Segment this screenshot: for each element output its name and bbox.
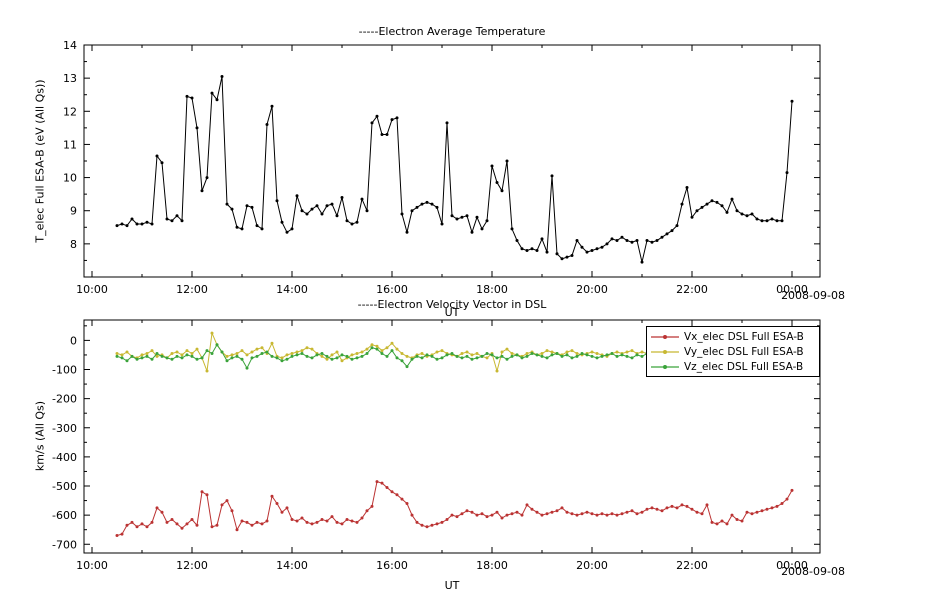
velocity-y-tick-label: -600: [52, 509, 77, 522]
temperature-y-tick-label: 8: [70, 238, 77, 251]
t-elec-markers: [115, 75, 794, 264]
velocity-y-tick-label: -100: [52, 364, 77, 377]
vx-line-sample-icon: [651, 334, 679, 339]
temperature-y-tick-label: 12: [63, 105, 77, 118]
velocity-y-axis-label: km/s (All Qs): [33, 400, 47, 472]
velocity-date-label: 2008-09-08: [781, 565, 845, 578]
temperature-panel: 10:00 12:00 14:00 16:00 18:00 20:00 22:00 00:00…: [63, 39, 821, 296]
temperature-x-tick-label: 12:00: [176, 283, 208, 296]
temperature-y-axis-label: T_elec Full ESA-B (eV (All Qs)): [33, 79, 47, 243]
velocity-legend: Vx_elec DSL Full ESA-B Vy_elec DSL Full …: [646, 326, 820, 377]
velocity-x-axis-label: UT: [444, 579, 460, 592]
velocity-panel: 10:00 12:00 14:00 16:00 18:00 20:00 22:00 00:00…: [52, 319, 821, 572]
temperature-y-tick-label: 9: [70, 205, 77, 218]
temperature-y-tick-label: 11: [63, 138, 77, 151]
temperature-x-tick-label: 22:00: [676, 283, 708, 296]
velocity-plot-box: [83, 319, 821, 554]
vx-elec-markers: [115, 480, 794, 537]
legend-item-vy: Vy_elec DSL Full ESA-B: [650, 344, 816, 359]
temperature-y-tick-label: 13: [63, 72, 77, 85]
velocity-y-tick-label: -700: [52, 538, 77, 551]
velocity-x-tick-label: 18:00: [476, 559, 508, 572]
temperature-y-tick-label: 14: [63, 39, 77, 52]
velocity-x-tick-label: 20:00: [576, 559, 608, 572]
temperature-x-tick-label: 18:00: [476, 283, 508, 296]
temperature-x-tick-label: 14:00: [276, 283, 308, 296]
legend-label-vx: Vx_elec DSL Full ESA-B: [684, 330, 804, 343]
velocity-panel-title: -----Electron Velocity Vector in DSL: [357, 298, 547, 311]
velocity-x-tick-label: 14:00: [276, 559, 308, 572]
vz-line-sample-icon: [651, 364, 679, 369]
temperature-x-axis-label: UT: [444, 306, 460, 319]
vy-line-sample-icon: [651, 349, 679, 354]
legend-label-vz: Vz_elec DSL Full ESA-B: [684, 360, 804, 373]
legend-item-vz: Vz_elec DSL Full ESA-B: [650, 359, 816, 374]
velocity-y-tick-label: -300: [52, 422, 77, 435]
velocity-x-tick-label: 12:00: [176, 559, 208, 572]
temperature-plot-box: [83, 44, 821, 278]
velocity-y-tick-label: -500: [52, 480, 77, 493]
temperature-x-tick-label: 20:00: [576, 283, 608, 296]
velocity-y-tick-label: 0: [70, 334, 77, 347]
velocity-x-tick-label: 22:00: [676, 559, 708, 572]
t-elec-line: [116, 76, 793, 263]
velocity-y-tick-label: -200: [52, 393, 77, 406]
temperature-x-tick-label: 10:00: [76, 283, 108, 296]
temperature-x-tick-label: 16:00: [376, 283, 408, 296]
temperature-x-tick-label: 00:00: [776, 283, 808, 296]
legend-label-vy: Vy_elec DSL Full ESA-B: [684, 345, 804, 358]
velocity-y-tick-label: -400: [52, 451, 77, 464]
vx-elec-line: [116, 480, 793, 536]
temperature-panel-title: -----Electron Average Temperature: [358, 25, 546, 38]
velocity-x-tick-label: 10:00: [76, 559, 108, 572]
velocity-x-tick-label: 16:00: [376, 559, 408, 572]
legend-item-vx: Vx_elec DSL Full ESA-B: [650, 329, 816, 344]
velocity-x-tick-label: 00:00: [776, 559, 808, 572]
temperature-date-label: 2008-09-08: [781, 289, 845, 302]
temperature-y-tick-label: 10: [63, 172, 77, 185]
